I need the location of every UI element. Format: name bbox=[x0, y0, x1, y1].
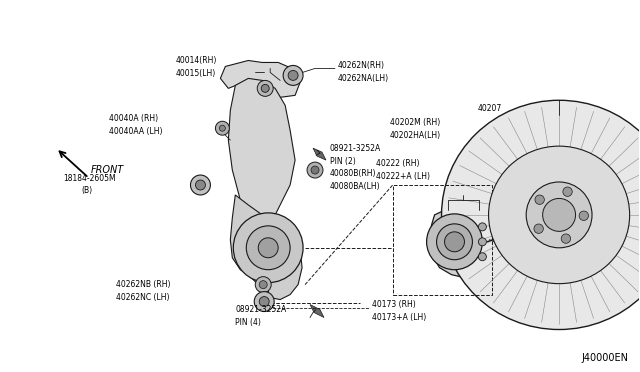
Text: 40202HA(LH): 40202HA(LH) bbox=[390, 131, 441, 140]
Circle shape bbox=[257, 80, 273, 96]
Text: 40173+A (LH): 40173+A (LH) bbox=[372, 313, 426, 322]
Text: J40000EN: J40000EN bbox=[582, 353, 629, 363]
Circle shape bbox=[254, 292, 274, 311]
Text: 40080B(RH): 40080B(RH) bbox=[330, 169, 376, 177]
Circle shape bbox=[526, 182, 592, 248]
Text: 40262NC (LH): 40262NC (LH) bbox=[116, 293, 169, 302]
Text: 08921-3252A: 08921-3252A bbox=[236, 305, 287, 314]
Circle shape bbox=[261, 84, 269, 92]
Circle shape bbox=[259, 280, 267, 289]
Text: 40014(RH): 40014(RH) bbox=[175, 56, 217, 65]
Text: 40262NB (RH): 40262NB (RH) bbox=[116, 280, 170, 289]
Polygon shape bbox=[497, 235, 511, 248]
Circle shape bbox=[195, 180, 205, 190]
Circle shape bbox=[561, 234, 571, 243]
Circle shape bbox=[534, 224, 543, 233]
Text: 08921-3252A: 08921-3252A bbox=[330, 144, 381, 153]
Text: 40173 (RH): 40173 (RH) bbox=[372, 300, 415, 309]
Circle shape bbox=[543, 198, 575, 231]
Circle shape bbox=[311, 166, 319, 174]
Polygon shape bbox=[230, 195, 302, 299]
Text: 40222 (RH): 40222 (RH) bbox=[376, 158, 419, 167]
Circle shape bbox=[436, 224, 472, 260]
Text: 40015(LH): 40015(LH) bbox=[175, 69, 216, 78]
Text: 40040AA (LH): 40040AA (LH) bbox=[109, 127, 163, 136]
Circle shape bbox=[535, 195, 545, 204]
Circle shape bbox=[191, 175, 211, 195]
Text: 40262NA(LH): 40262NA(LH) bbox=[338, 74, 389, 83]
Text: 40207: 40207 bbox=[477, 104, 502, 113]
Circle shape bbox=[216, 121, 229, 135]
Circle shape bbox=[258, 238, 278, 258]
Polygon shape bbox=[310, 305, 324, 318]
Circle shape bbox=[307, 162, 323, 178]
Text: 18184-2605M: 18184-2605M bbox=[63, 173, 116, 183]
Ellipse shape bbox=[488, 146, 630, 284]
Circle shape bbox=[508, 238, 518, 248]
Circle shape bbox=[220, 125, 225, 131]
Text: 40202M (RH): 40202M (RH) bbox=[390, 118, 440, 127]
Text: 40222+A (LH): 40222+A (LH) bbox=[376, 171, 430, 180]
Circle shape bbox=[234, 213, 303, 283]
Text: (B): (B) bbox=[81, 186, 92, 195]
Circle shape bbox=[283, 65, 303, 86]
Circle shape bbox=[479, 253, 486, 261]
Text: FRONT: FRONT bbox=[91, 165, 124, 175]
Circle shape bbox=[479, 223, 486, 231]
Text: PIN (2): PIN (2) bbox=[330, 157, 356, 166]
Text: 40040A (RH): 40040A (RH) bbox=[109, 114, 158, 123]
Polygon shape bbox=[220, 61, 300, 97]
Circle shape bbox=[255, 277, 271, 293]
Circle shape bbox=[579, 211, 588, 221]
Circle shape bbox=[288, 70, 298, 80]
Text: PIN (4): PIN (4) bbox=[236, 318, 261, 327]
Text: 40080BA(LH): 40080BA(LH) bbox=[330, 182, 381, 190]
Polygon shape bbox=[228, 78, 295, 222]
Text: 40262N(RH): 40262N(RH) bbox=[338, 61, 385, 70]
Circle shape bbox=[445, 232, 465, 252]
Circle shape bbox=[246, 226, 290, 270]
Polygon shape bbox=[313, 148, 326, 160]
Circle shape bbox=[563, 187, 572, 196]
Circle shape bbox=[427, 214, 483, 270]
Polygon shape bbox=[429, 208, 481, 278]
Circle shape bbox=[259, 296, 269, 307]
Ellipse shape bbox=[442, 100, 640, 330]
Bar bbox=[393, 185, 492, 295]
Circle shape bbox=[479, 238, 486, 246]
